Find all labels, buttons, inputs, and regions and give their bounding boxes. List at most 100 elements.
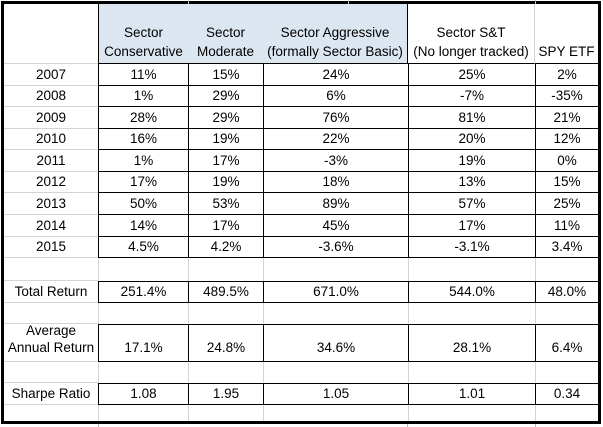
summary-value-cell[interactable]: 0.34 — [535, 383, 598, 405]
value-cell[interactable]: 18% — [263, 171, 408, 194]
table-band: Sharpe Ratio 1.08 1.95 1.05 1.01 0.34 — [4, 383, 598, 405]
value-cell[interactable]: 24% — [263, 64, 408, 86]
value-cell[interactable]: 2% — [535, 64, 598, 86]
value-cell[interactable]: 19% — [188, 171, 263, 194]
value-cell[interactable]: 57% — [408, 193, 535, 215]
gridline-tick — [348, 0, 349, 4]
gap-cell — [98, 258, 188, 281]
year-label-cell[interactable]: 2009 — [4, 107, 98, 129]
value-cell[interactable]: 4.2% — [188, 236, 263, 259]
table-band: 2007 11% 15% 24% 25% 2% 2008 1% 29% 6% -7% -35% 2009… — [4, 64, 598, 259]
header-line: Sector Aggressive — [280, 25, 390, 40]
column-header-text: Sector Aggressive (formally Sector Basic) — [267, 23, 403, 61]
year-label-cell[interactable]: 2015 — [4, 237, 98, 259]
header-line: (No longer tracked) — [413, 44, 529, 59]
table-row: 2009 28% 29% 76% 81% 21% — [4, 107, 598, 129]
gap-cell — [535, 362, 598, 383]
gap-cell — [98, 303, 188, 324]
value-cell[interactable]: 3.4% — [535, 236, 598, 259]
value-cell[interactable]: 12% — [535, 128, 598, 151]
summary-value-cell[interactable]: 544.0% — [408, 281, 535, 303]
table-band — [4, 362, 598, 383]
value-cell[interactable]: 29% — [188, 107, 263, 129]
summary-value-cell[interactable]: 6.4% — [535, 324, 598, 362]
summary-value-cell[interactable]: 48.0% — [535, 281, 598, 303]
value-cell[interactable]: -3.1% — [408, 236, 535, 259]
value-cell[interactable]: 25% — [408, 64, 535, 86]
summary-label-cell[interactable]: Average Annual Return — [4, 322, 98, 362]
year-label-cell[interactable]: 2012 — [4, 172, 98, 194]
table-band — [4, 303, 598, 324]
summary-value-cell[interactable]: 1.95 — [188, 383, 263, 405]
summary-value-cell[interactable]: 1.05 — [263, 383, 408, 405]
value-cell[interactable]: 81% — [408, 107, 535, 129]
year-label-cell[interactable]: 2014 — [4, 215, 98, 237]
column-header-cell[interactable]: Sector S&T (No longer tracked) — [408, 4, 535, 64]
summary-value-cell[interactable]: 24.8% — [188, 324, 263, 362]
value-cell[interactable]: 53% — [188, 193, 263, 215]
summary-value-cell[interactable]: 1.01 — [408, 383, 535, 405]
value-cell[interactable]: 11% — [98, 64, 188, 86]
value-cell[interactable]: -3% — [263, 150, 408, 172]
value-cell[interactable]: 13% — [408, 171, 535, 194]
column-header-text: Sector Moderate — [197, 23, 254, 61]
value-cell[interactable]: 89% — [263, 193, 408, 215]
summary-value-cell[interactable]: 489.5% — [188, 281, 263, 303]
value-cell[interactable]: 0% — [535, 150, 598, 172]
summary-value-cell[interactable]: 251.4% — [98, 281, 188, 303]
value-cell[interactable]: 17% — [188, 150, 263, 172]
column-header-cell[interactable]: Sector Conservative — [98, 4, 188, 64]
year-label-cell[interactable]: 2007 — [4, 64, 98, 86]
summary-value-cell[interactable]: 34.6% — [263, 324, 408, 362]
value-cell[interactable]: 19% — [408, 150, 535, 172]
value-cell[interactable]: 50% — [98, 193, 188, 215]
summary-value-cell[interactable]: 28.1% — [408, 324, 535, 362]
value-cell[interactable]: -3.6% — [263, 236, 408, 259]
year-label-cell[interactable]: 2011 — [4, 150, 98, 172]
value-cell[interactable]: -7% — [408, 85, 535, 108]
value-cell[interactable]: 17% — [188, 214, 263, 237]
summary-label-cell[interactable]: Sharpe Ratio — [4, 383, 98, 405]
corner-cell[interactable] — [4, 4, 98, 64]
header-line: Conservative — [104, 44, 183, 59]
value-cell[interactable]: 16% — [98, 128, 188, 151]
value-cell[interactable]: -35% — [535, 85, 598, 108]
value-cell[interactable]: 4.5% — [98, 236, 188, 259]
value-cell[interactable]: 15% — [188, 64, 263, 86]
value-cell[interactable]: 17% — [98, 171, 188, 194]
value-cell[interactable]: 76% — [263, 107, 408, 129]
value-cell[interactable]: 15% — [535, 171, 598, 194]
value-cell[interactable]: 45% — [263, 214, 408, 237]
table-row: 2007 11% 15% 24% 25% 2% — [4, 64, 598, 86]
column-header-text: Sector S&T (No longer tracked) — [413, 23, 529, 61]
value-cell[interactable]: 20% — [408, 128, 535, 151]
gap-cell — [4, 303, 98, 324]
header-line: Sector — [123, 25, 163, 40]
column-header-cell[interactable]: Sector Aggressive (formally Sector Basic) — [263, 4, 408, 64]
value-cell[interactable]: 25% — [535, 193, 598, 215]
summary-label-cell[interactable]: Total Return — [4, 281, 98, 303]
summary-label-text: Average Annual Return — [8, 322, 94, 356]
column-header-cell[interactable]: Sector Moderate — [188, 4, 263, 64]
value-cell[interactable]: 14% — [98, 214, 188, 237]
summary-value-cell[interactable]: 17.1% — [98, 324, 188, 362]
value-cell[interactable]: 28% — [98, 107, 188, 129]
summary-value-cell[interactable]: 671.0% — [263, 281, 408, 303]
value-cell[interactable]: 1% — [98, 150, 188, 172]
column-header-cell[interactable]: SPY ETF — [535, 4, 598, 64]
summary-value-cell[interactable]: 1.08 — [98, 383, 188, 405]
year-label-cell[interactable]: 2010 — [4, 129, 98, 151]
value-cell[interactable]: 17% — [408, 214, 535, 237]
value-cell[interactable]: 22% — [263, 128, 408, 151]
table-row: 2015 4.5% 4.2% -3.6% -3.1% 3.4% — [4, 236, 598, 259]
gridline-tick — [98, 424, 99, 427]
table-band: Total Return 251.4% 489.5% 671.0% 544.0% 48.0… — [4, 281, 598, 303]
value-cell[interactable]: 21% — [535, 107, 598, 129]
year-label-cell[interactable]: 2008 — [4, 86, 98, 108]
value-cell[interactable]: 6% — [263, 85, 408, 108]
value-cell[interactable]: 29% — [188, 85, 263, 108]
value-cell[interactable]: 1% — [98, 85, 188, 108]
value-cell[interactable]: 11% — [535, 214, 598, 237]
value-cell[interactable]: 19% — [188, 128, 263, 151]
year-label-cell[interactable]: 2013 — [4, 193, 98, 215]
